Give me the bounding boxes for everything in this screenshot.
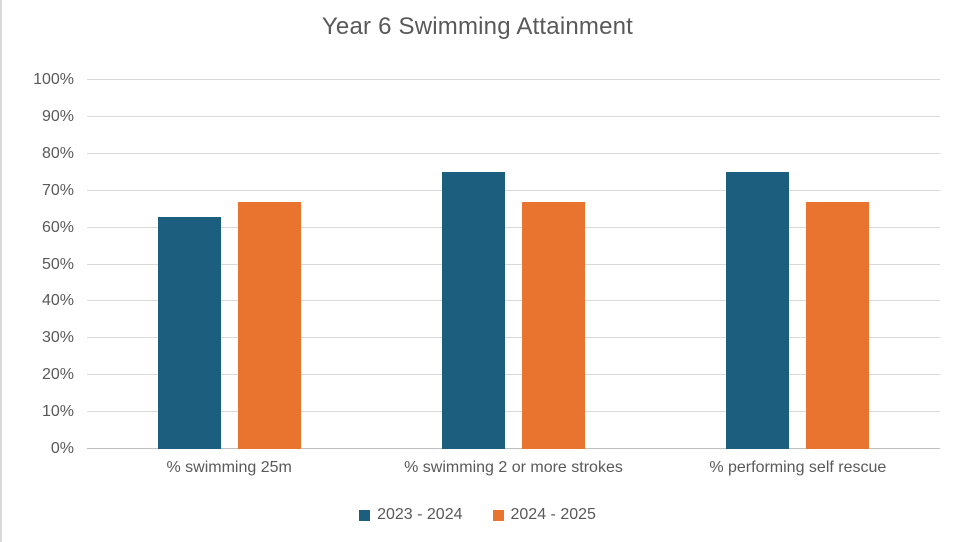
bar-series-1-category-2 [441,172,505,449]
y-axis-tick-label: 100% [33,71,74,88]
y-axis-tick-label: 0% [50,440,74,457]
x-axis-category-label: % performing self rescue [709,459,887,476]
y-axis-tick-label: 70% [41,181,74,199]
gridline [87,374,940,376]
legend-label: 2023 - 2024 [377,506,463,523]
y-axis-tick-label: 90% [41,107,74,125]
gridline [87,226,940,228]
bar-series-2-category-2 [521,201,585,449]
y-axis-tick-label: 60% [41,218,74,236]
bar-group-1 [87,80,371,449]
legend: 2023 - 2024 2024 - 2025 [2,506,953,524]
gridline [87,300,940,302]
gridline [87,115,940,117]
legend-label: 2024 - 2025 [510,506,596,523]
plot-area [87,79,940,449]
gridline [87,79,940,80]
x-axis-category-label: % swimming 2 or more strokes [404,459,623,476]
gridline [87,411,940,413]
gridline [87,189,940,191]
x-axis-line [87,448,940,449]
bar-series-2-category-1 [237,201,301,449]
y-axis: 0% 10% 20% 30% 40% 50% 60% 70% 80% 90% 100% [2,71,74,457]
y-axis-tick-label: 50% [41,255,74,273]
y-axis-tick-label: 80% [41,144,74,162]
legend-item-2: 2024 - 2025 [492,506,596,524]
bar-group-3 [656,80,940,449]
gridline [87,152,940,154]
gridline [87,337,940,339]
x-axis: % swimming 25m % swimming 2 or more strok… [87,459,940,477]
legend-item-1: 2023 - 2024 [359,506,463,524]
legend-swatch-icon [359,509,371,521]
bar-series-1-category-1 [157,216,221,449]
y-axis-tick-label: 10% [41,403,74,421]
gridline [87,263,940,265]
y-axis-tick-label: 20% [41,366,74,384]
bar-group-2 [371,80,655,449]
legend-swatch-icon [492,509,504,521]
x-axis-category-label: % swimming 25m [166,459,292,476]
chart-title: Year 6 Swimming Attainment [321,13,634,40]
bar-series-2-category-3 [806,201,870,449]
bar-groups [87,80,940,449]
y-axis-tick-label: 30% [41,329,74,347]
bar-series-1-category-3 [726,172,790,449]
y-axis-tick-label: 40% [41,292,74,310]
